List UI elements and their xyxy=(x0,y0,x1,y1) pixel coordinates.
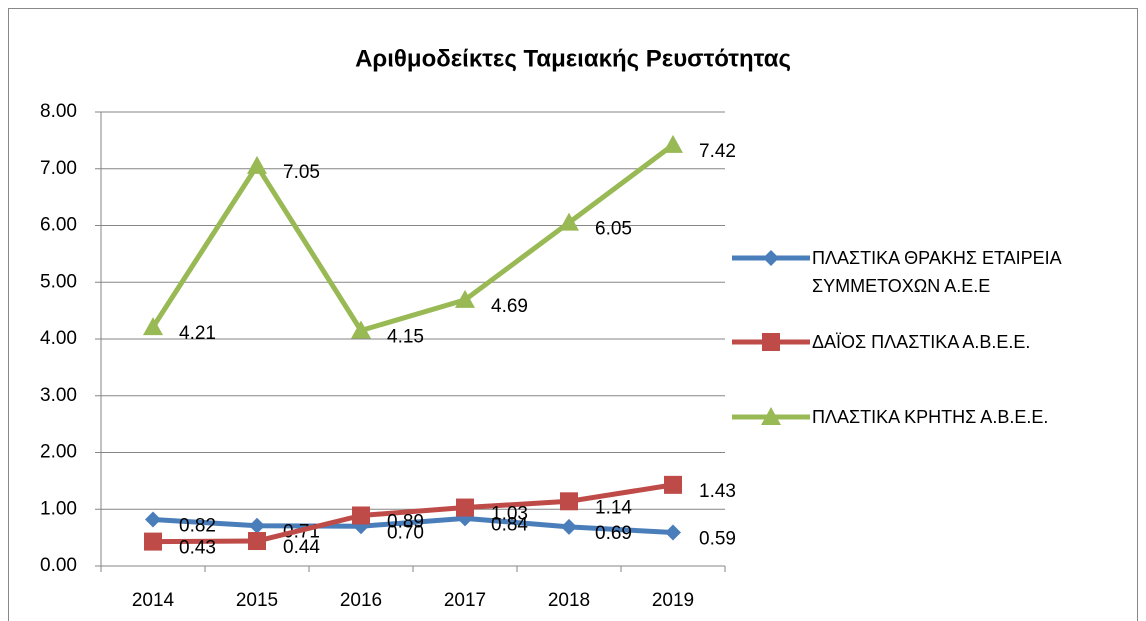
legend-label: ΔΑΪΟΣ ΠΛΑΣΤΙΚΑ Α.Β.Ε.Ε. xyxy=(812,332,1031,352)
point xyxy=(143,317,163,336)
data-label: 0.44 xyxy=(283,537,320,558)
data-label: 0.84 xyxy=(491,514,528,535)
point xyxy=(561,518,577,535)
chart-border xyxy=(8,8,1138,621)
data-label: 1.43 xyxy=(699,481,736,502)
y-tick-label: 0.00 xyxy=(40,555,77,576)
y-tick-label: 8.00 xyxy=(40,101,77,122)
x-tick-label: 2019 xyxy=(652,590,694,611)
y-tick-label: 7.00 xyxy=(40,158,77,179)
point xyxy=(247,155,267,174)
point xyxy=(455,289,475,308)
series-line xyxy=(150,142,675,333)
x-tick-label: 2018 xyxy=(548,590,590,611)
data-label: 0.43 xyxy=(179,538,216,559)
point xyxy=(352,506,370,525)
point xyxy=(145,511,161,528)
y-tick-label: 6.00 xyxy=(40,215,77,236)
data-label: 0.59 xyxy=(699,529,736,550)
y-tick-label: 4.00 xyxy=(40,328,77,349)
point xyxy=(559,212,579,231)
series-line xyxy=(152,515,674,536)
y-tick-label: 2.00 xyxy=(40,442,77,463)
data-label: 4.69 xyxy=(491,296,528,317)
point xyxy=(665,524,681,541)
data-label: 0.70 xyxy=(387,522,424,543)
point xyxy=(249,517,265,534)
data-label: 4.21 xyxy=(179,323,216,344)
data-label: 1.03 xyxy=(491,504,528,525)
point xyxy=(762,333,780,351)
chart-title: Αριθμοδείκτες Ταμειακής Ρευστότητας xyxy=(355,45,791,72)
legend-label: ΠΛΑΣΤΙΚΑ ΘΡΑΚΗΣ ΕΤΑΙΡΕΙΑ ΣΥΜΜΕΤΟΧΩΝ Α.Ε.… xyxy=(812,248,1061,296)
point xyxy=(248,532,266,551)
y-tick-label: 3.00 xyxy=(40,385,77,406)
data-label: 4.15 xyxy=(387,327,424,348)
x-tick-label: 2016 xyxy=(340,590,382,611)
data-label: 0.89 xyxy=(387,512,424,533)
x-tick-label: 2014 xyxy=(132,590,175,611)
y-tick-label: 1.00 xyxy=(40,498,77,519)
x-tick-label: 2017 xyxy=(444,590,486,611)
point xyxy=(144,532,162,551)
data-label: 7.05 xyxy=(283,162,320,183)
data-label: 6.05 xyxy=(595,219,632,240)
data-label: 0.69 xyxy=(595,523,632,544)
point xyxy=(456,498,474,517)
legend-label: ΠΛΑΣΤΙΚΑ ΚΡΗΤΗΣ Α.Β.Ε.Ε. xyxy=(812,407,1049,427)
point xyxy=(663,134,683,153)
x-tick-label: 2015 xyxy=(236,590,278,611)
series-line xyxy=(152,482,674,545)
point xyxy=(763,250,779,266)
point xyxy=(761,407,781,425)
data-label: 7.42 xyxy=(699,141,736,162)
point xyxy=(664,475,682,494)
data-label: 1.14 xyxy=(595,497,632,518)
point xyxy=(560,492,578,511)
point xyxy=(351,320,371,339)
y-tick-label: 5.00 xyxy=(40,271,77,292)
data-label: 0.82 xyxy=(179,515,216,536)
